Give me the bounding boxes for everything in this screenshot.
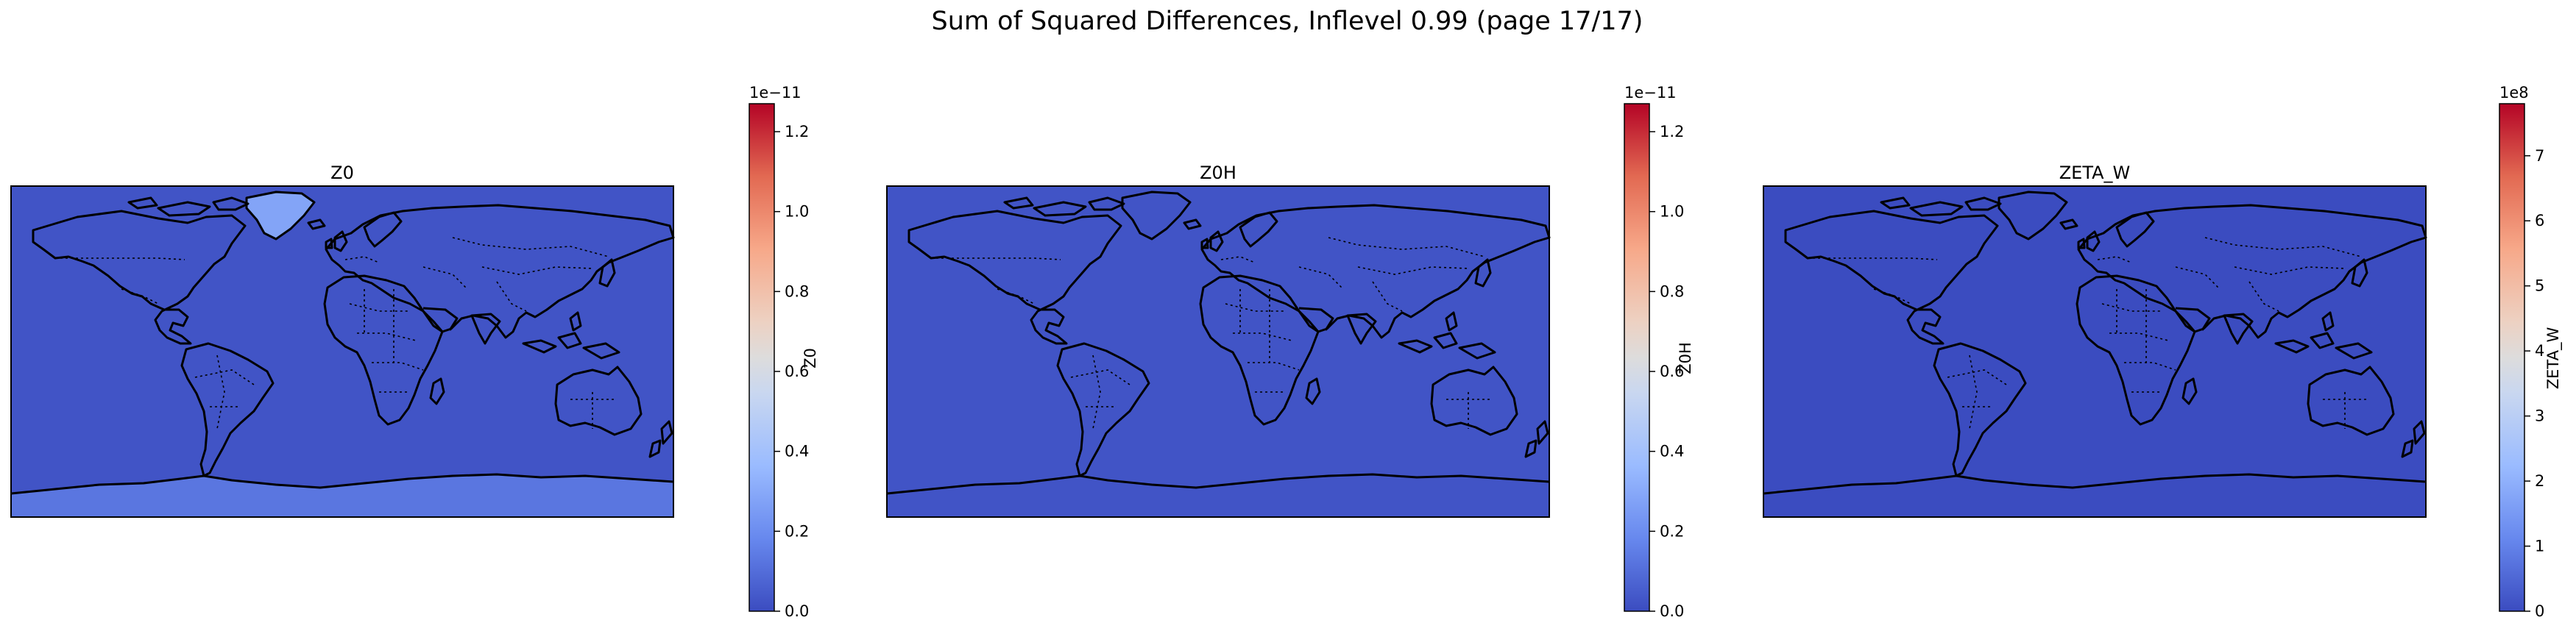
colorbar-tick-label: 0.2 — [785, 522, 809, 540]
colorbar-gradient — [749, 104, 774, 611]
panel-z0: Z0 — [10, 163, 675, 518]
colorbar-label: ZETA_W — [2544, 327, 2563, 390]
colorbar-tick-label: 4 — [2535, 342, 2544, 360]
map-frame — [1763, 185, 2427, 518]
colorbar-gradient — [2499, 104, 2524, 611]
colorbar-z0: 1e−11 Z0 0.0 0.2 0.4 0.6 0.8 1.0 1.2 — [749, 84, 819, 620]
colorbar-tick-label: 7 — [2535, 147, 2544, 165]
map-frame — [886, 185, 1550, 518]
colorbar-frame — [2499, 103, 2525, 612]
colorbar-exponent: 1e−11 — [1624, 84, 1677, 101]
colorbar-tick-label: 1.2 — [785, 123, 809, 140]
colorbar-tick-label: 1.0 — [1660, 203, 1684, 221]
greenland-region — [1999, 192, 2067, 239]
colorbar-tick-label: 0.4 — [1660, 443, 1684, 460]
map-field — [887, 186, 1549, 517]
colorbar-tick-label: 2 — [2535, 472, 2544, 490]
greenland-region — [247, 192, 314, 239]
colorbar-tick-label: 1.0 — [785, 203, 809, 221]
colorbar-tick-label: 0.6 — [1660, 363, 1684, 380]
greenland-region — [1122, 192, 1190, 239]
colorbar-tick-label: 0 — [2535, 602, 2544, 620]
panel-title: ZETA_W — [2059, 163, 2131, 183]
antarctica-region — [11, 474, 673, 517]
colorbar-zeta-w: 1e8 ZETA_W 0 1 2 3 4 5 6 7 — [2499, 84, 2563, 620]
colorbar-exponent: 1e8 — [2499, 84, 2529, 101]
colorbar-tick-label: 0.4 — [785, 443, 809, 460]
map-frame — [10, 185, 674, 518]
panel-title: Z0 — [330, 163, 354, 183]
panel-z0h: Z0H — [885, 163, 1551, 518]
colorbar-frame — [1624, 103, 1650, 612]
colorbar-tick-label: 5 — [2535, 277, 2544, 295]
colorbar-tick-label: 0.8 — [1660, 282, 1684, 300]
colorbar-tick-label: 0.6 — [785, 363, 809, 380]
colorbar-exponent: 1e−11 — [749, 84, 802, 101]
colorbar-tick-label: 3 — [2535, 407, 2544, 425]
colorbar-tick-label: 0.0 — [785, 602, 809, 620]
colorbar-label: Z0 — [802, 348, 819, 368]
colorbar-tick-label: 1 — [2535, 538, 2544, 555]
panel-zeta-w: ZETA_W — [1762, 163, 2427, 518]
colorbar-tick-label: 6 — [2535, 212, 2544, 229]
colorbar-gradient — [1624, 104, 1649, 611]
colorbar-tick-label: 0.0 — [1660, 602, 1684, 620]
antarctica-region — [1763, 474, 2426, 517]
colorbar-tick-label: 0.8 — [785, 282, 809, 300]
panel-title: Z0H — [1200, 163, 1236, 183]
colorbar-label: Z0H — [1677, 342, 1694, 374]
map-field — [1763, 186, 2426, 517]
colorbar-tick-label: 1.2 — [1660, 123, 1684, 140]
colorbar-tick-label: 0.2 — [1660, 522, 1684, 540]
map-field — [11, 186, 673, 517]
figure-title: Sum of Squared Differences, Inflevel 0.9… — [932, 7, 1643, 36]
colorbar-z0h: 1e−11 Z0H 0.0 0.2 0.4 0.6 0.8 1.0 1.2 — [1624, 84, 1694, 620]
colorbar-frame — [749, 103, 775, 612]
antarctica-region — [887, 474, 1549, 517]
